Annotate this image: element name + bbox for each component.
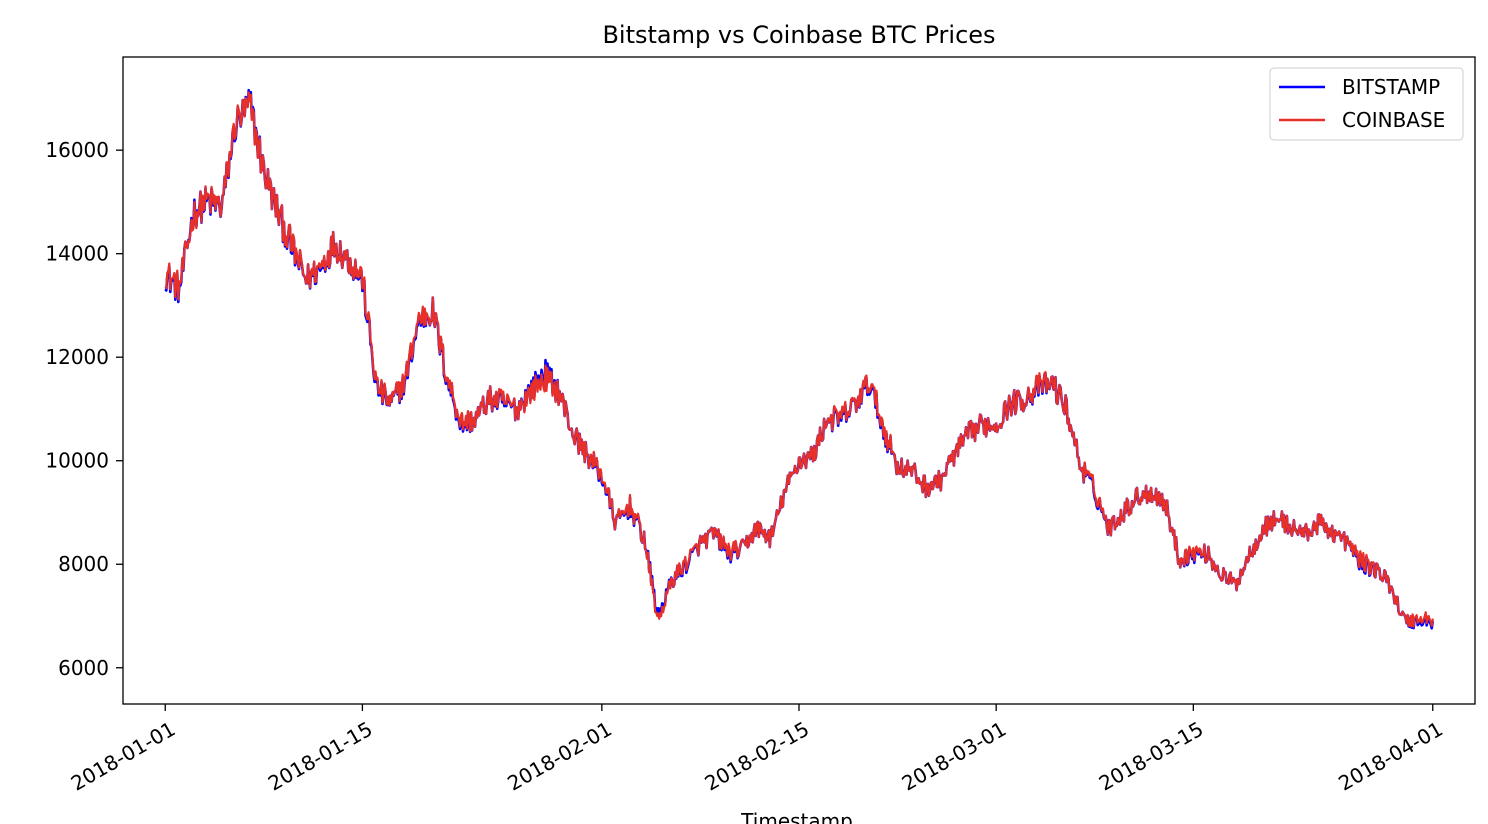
x-tick-label: 2018-02-15 [700, 717, 813, 796]
y-tick-label: 16000 [45, 138, 109, 162]
y-tick-label: 12000 [45, 345, 109, 369]
legend-label-coinbase: COINBASE [1342, 108, 1445, 132]
legend: BITSTAMP COINBASE [1269, 67, 1464, 141]
x-tick-label: 2018-03-01 [898, 717, 1011, 796]
x-axis-label: Timestamp [740, 809, 853, 824]
x-tick-label: 2018-03-15 [1095, 717, 1208, 796]
x-axis: 2018-01-01 2018-01-15 2018-02-01 2018-02-15… [67, 704, 1447, 796]
y-tick-label: 14000 [45, 242, 109, 266]
y-tick-label: 10000 [45, 449, 109, 473]
chart-title: Bitstamp vs Coinbase BTC Prices [602, 21, 995, 49]
x-tick-label: 2018-02-01 [503, 717, 616, 796]
y-tick-label: 8000 [58, 552, 109, 576]
x-tick-label: 2018-04-01 [1334, 717, 1447, 796]
legend-label-bitstamp: BITSTAMP [1342, 75, 1440, 99]
series-line-bitstamp [164, 88, 1435, 630]
y-tick-label: 6000 [58, 656, 109, 680]
x-tick-label: 2018-01-15 [264, 717, 377, 796]
x-tick-label: 2018-01-01 [67, 717, 180, 796]
y-axis: 6000 8000 10000 12000 14000 16000 [45, 138, 123, 680]
series-line-coinbase [164, 91, 1434, 628]
plot-area-frame [122, 56, 1476, 705]
series-layer [164, 88, 1435, 630]
